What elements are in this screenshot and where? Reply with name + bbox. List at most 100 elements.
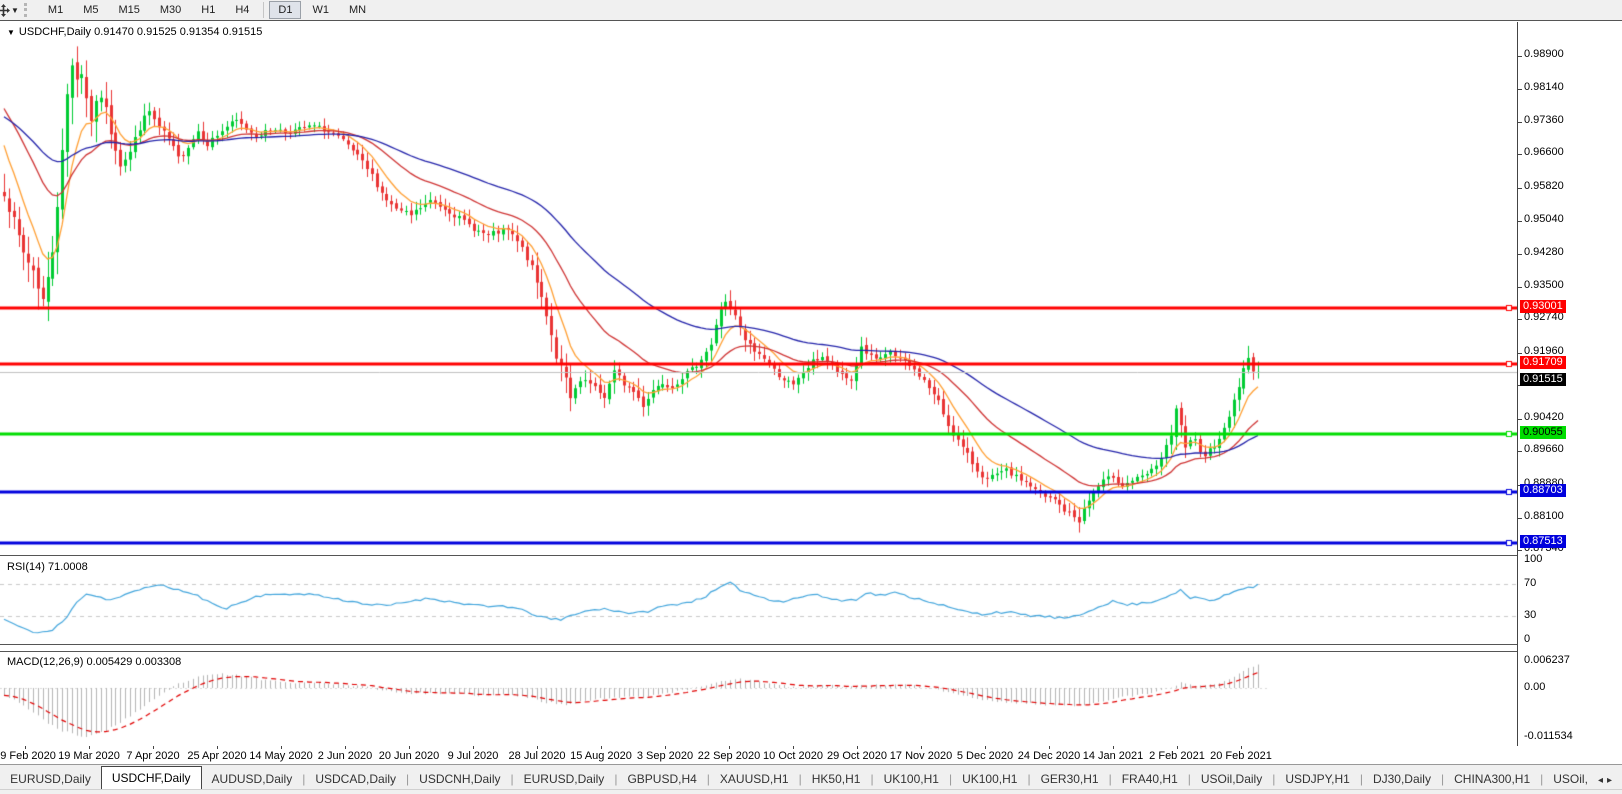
price-axis[interactable]: 0.98900 0.98140 0.97360 0.96600 0.95820 0.950… [1517,22,1622,746]
tab-separator: | [948,772,953,786]
pan-tool-dropdown-icon[interactable]: ▼ [11,5,19,15]
tab-fra40-h1[interactable]: FRA40,H1 [1121,772,1178,786]
price-tick-label: 0.96600 [1524,146,1564,159]
timeframe-button-h1[interactable]: H1 [201,4,216,16]
date-tick-mark [217,746,218,749]
tab-usdjpy-h1[interactable]: USDJPY,H1 [1285,772,1350,786]
timeframe-button-m5[interactable]: M5 [83,4,99,16]
tab-separator: | [510,772,514,786]
tab-separator: | [1027,772,1031,786]
date-tick-label: 24 Dec 2020 [1017,750,1081,762]
date-tick-label: 7 Apr 2020 [126,750,180,762]
date-tick-mark [985,746,986,749]
date-tick-mark [281,746,282,749]
date-tick-label: 15 Aug 2020 [570,750,632,762]
date-tick-label: 5 Dec 2020 [956,750,1014,762]
pan-tool-icon[interactable] [0,3,10,17]
date-tick-label: 22 Sep 2020 [697,750,761,762]
price-badge: 0.88703 [1520,484,1566,498]
rsi-macd-divider-bottom[interactable] [0,651,1622,652]
tabs: EURUSD,Daily USDCHF,Daily AUDUSD,Daily | USD… [0,766,1598,790]
tab-ger30-h1[interactable]: GER30,H1 [1040,772,1099,786]
tab-scroll-arrows: ◂▸ [1598,775,1622,790]
timeframe-button-m30[interactable]: M30 [159,4,182,16]
price-badge: 0.91515 [1520,372,1566,386]
tab-usoil-[interactable]: USOil, [1553,772,1588,786]
price-tick-label: 0.92740 [1524,311,1564,324]
date-tick-mark [1113,746,1114,749]
price-badge: 0.91709 [1520,355,1566,369]
date-tick-mark [601,746,602,749]
timeframe-button-m15[interactable]: M15 [118,4,140,16]
timeframe-button-w1[interactable]: W1 [312,4,329,16]
main-chart-canvas[interactable] [0,22,1517,554]
date-tick-mark [857,746,858,749]
tab-separator: | [1272,772,1276,786]
date-tick-mark [89,746,90,749]
tab-xauusd-h1[interactable]: XAUUSD,H1 [719,772,789,786]
tab-separator: | [870,772,874,786]
price-tick-label: 0.89660 [1524,443,1564,456]
timeframe-button-mn[interactable]: MN [348,4,367,16]
price-tick-label: 0.00 [1524,681,1546,693]
date-tick-label: 29 Feb 2020 [0,750,56,762]
date-tick-mark [537,746,538,749]
price-tick-label: -0.011534 [1524,730,1573,743]
timeframe-button-d1[interactable]: D1 [269,1,302,19]
tab-scroll-right-icon[interactable]: ▸ [1606,775,1616,786]
tab-scroll-left-icon[interactable]: ◂ [1597,775,1607,786]
price-tick-mark [1518,154,1522,156]
tab-usdcnh-daily[interactable]: USDCNH,Daily [419,772,501,786]
tab-uk100-h1[interactable]: UK100,H1 [883,772,939,786]
price-tick-mark [1518,221,1522,223]
tab-dj30-daily[interactable]: DJ30,Daily [1372,772,1431,786]
price-tick-mark [1518,187,1522,189]
timeframe-button-h4[interactable]: H4 [235,4,250,16]
rsi-label: RSI(14) 71.0008 [7,561,88,573]
main-rsi-divider[interactable] [0,555,1622,556]
price-tick-label: 0.91960 [1524,344,1564,357]
macd-label: MACD(12,26,9) 0.005429 0.003308 [7,656,182,668]
date-tick-mark [345,746,346,749]
tab-separator: | [798,772,802,786]
tab-usdchf-daily[interactable]: USDCHF,Daily [100,766,202,790]
chart-title-text: USDCHF,Daily 0.91470 0.91525 0.91354 0.9… [18,26,263,38]
chart-menu-icon[interactable]: ▼ [7,28,15,37]
macd-chart-canvas[interactable] [0,653,1517,745]
date-tick-label: 10 Oct 2020 [763,750,823,762]
price-tick-mark [1518,286,1522,288]
tab-eurusd-daily[interactable]: EURUSD,Daily [10,772,91,786]
tab-usoil-daily[interactable]: USOil,Daily [1200,772,1263,786]
date-tick-label: 9 Jul 2020 [447,750,499,762]
tab-separator: | [706,772,710,786]
price-tick-mark [1518,88,1522,90]
date-tick-label: 2 Feb 2021 [1149,750,1205,762]
rsi-macd-divider-top[interactable] [0,644,1622,645]
price-tick-mark [1518,253,1522,255]
toolbar-grip[interactable] [23,3,34,17]
timeframe-button-m1[interactable]: M1 [47,4,64,16]
tab-usdcad-daily[interactable]: USDCAD,Daily [315,772,397,786]
tab-china300-h1[interactable]: CHINA300,H1 [1454,772,1531,786]
price-tick-label: 0.97360 [1524,113,1564,126]
date-axis[interactable]: 29 Feb 2020 19 Mar 2020 7 Apr 2020 25 Apr 2… [0,746,1622,764]
price-tick-mark [1518,352,1522,354]
status-strip [0,789,1622,794]
tab-eurusd-daily[interactable]: EURUSD,Daily [523,772,605,786]
price-tick-label: 100 [1524,553,1543,565]
tab-separator: | [1108,772,1112,786]
date-tick-mark [473,746,474,749]
tab-uk100-h1[interactable]: UK100,H1 [962,772,1018,786]
tab-separator: | [1187,772,1191,786]
price-badge: 0.93001 [1520,300,1566,314]
tab-gbpusd-h4[interactable]: GBPUSD,H4 [627,772,697,786]
tab-hk50-h1[interactable]: HK50,H1 [811,772,861,786]
date-tick-label: 3 Sep 2020 [636,750,694,762]
date-tick-mark [793,746,794,749]
date-tick-label: 2 Jun 2020 [317,750,373,762]
date-tick-mark [1177,746,1178,749]
rsi-chart-canvas[interactable] [0,557,1517,643]
tab-audusd-daily[interactable]: AUDUSD,Daily [211,772,293,786]
tab-separator: | [1440,772,1445,786]
